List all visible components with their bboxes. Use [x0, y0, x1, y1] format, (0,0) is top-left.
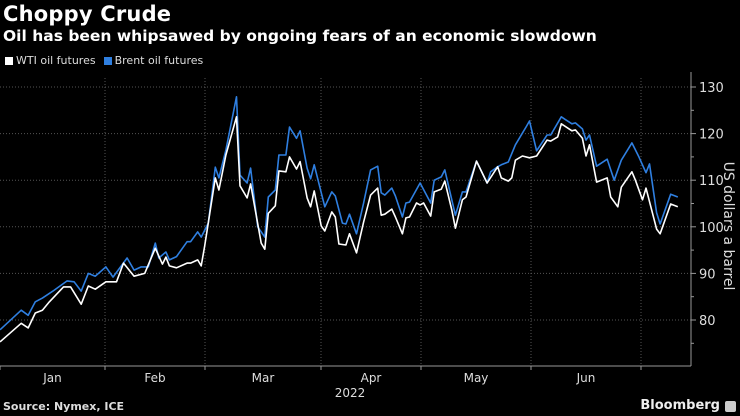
x-tick-label: Jan — [42, 371, 62, 385]
x-tick-label: Mar — [252, 371, 275, 385]
wti-line — [0, 116, 679, 343]
source-note: Source: Nymex, ICE — [3, 400, 125, 413]
legend-item-brent: Brent oil futures — [103, 54, 204, 67]
x-axis-title: 2022 — [335, 386, 366, 400]
chart-subtitle: Oil has been whipsawed by ongoing fears … — [3, 27, 597, 45]
y-tick-label: 80 — [699, 314, 716, 329]
gridlines — [0, 78, 691, 366]
y-tick-label: 100 — [699, 221, 724, 236]
y-tick-label: 120 — [699, 128, 724, 143]
x-tick-label: Apr — [361, 371, 382, 385]
legend-swatch-brent — [103, 56, 112, 65]
y-tick-label: 130 — [699, 81, 724, 96]
legend: WTI oil futures Brent oil futures — [5, 54, 203, 67]
legend-swatch-wti — [5, 56, 13, 65]
axes: 80 90 100 110 120 130 Jan Feb Mar Apr May Jun — [0, 72, 724, 385]
y-tick-label: 110 — [699, 174, 724, 189]
y-axis-title: US dollars a barrel — [720, 162, 736, 291]
x-tick-label: May — [464, 371, 489, 385]
chart-icon — [725, 401, 736, 412]
bloomberg-logo: Bloomberg — [640, 398, 720, 413]
legend-label-wti: WTI oil futures — [16, 54, 96, 67]
legend-item-wti: WTI oil futures — [5, 54, 96, 67]
legend-label-brent: Brent oil futures — [114, 54, 204, 67]
x-tick-label: Feb — [144, 371, 165, 385]
y-tick-label: 90 — [699, 267, 716, 282]
series-lines — [0, 96, 679, 343]
chart-title: Choppy Crude — [3, 2, 172, 26]
brent-line — [0, 96, 679, 331]
x-tick-label: Jun — [576, 371, 596, 385]
